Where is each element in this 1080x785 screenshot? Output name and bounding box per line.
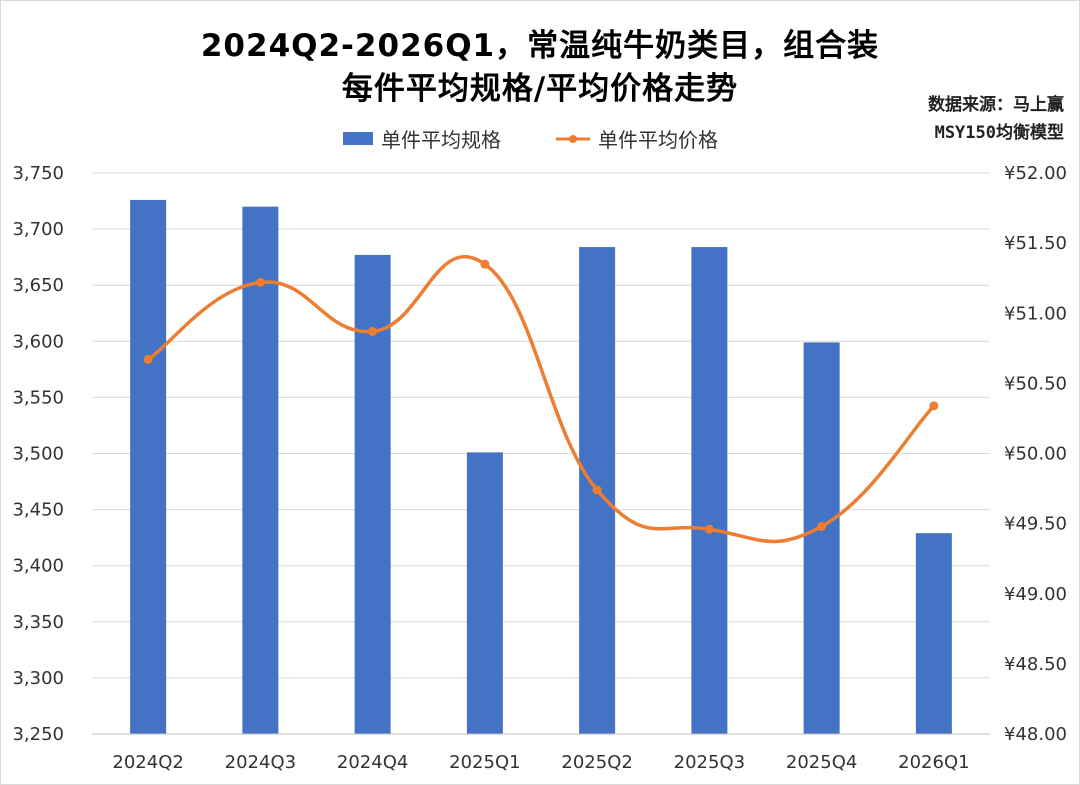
left-axis-tick-label: 3,750 [12,163,64,184]
x-axis-tick-label: 2025Q3 [674,752,745,773]
left-axis-tick-label: 3,450 [12,500,64,521]
x-axis-tick-label: 2024Q4 [337,752,408,773]
x-axis-tick-label: 2024Q2 [112,752,183,773]
left-axis-tick-label: 3,700 [12,219,64,240]
left-axis-tick-label: 3,350 [12,612,64,633]
price-point [480,259,490,269]
x-axis-tick-label: 2024Q3 [225,752,296,773]
price-point [704,524,714,534]
legend-item-bar: 单件平均规格 [343,124,501,153]
left-axis-tick-label: 3,250 [12,724,64,745]
legend-line-swatch [556,134,590,143]
legend-bar-swatch [343,132,373,145]
right-axis-tick-label: ¥49.00 [1004,584,1067,605]
price-point [368,326,378,336]
price-line [146,255,936,544]
bar [466,452,503,734]
left-axis-tick-label: 3,550 [12,387,64,408]
price-point [592,485,602,495]
bar [915,533,952,734]
right-axis-tick-label: ¥51.00 [1004,303,1067,324]
bar [242,206,279,734]
right-axis-tick-label: ¥52.00 [1004,163,1067,184]
bar [691,247,728,734]
right-axis-tick-label: ¥48.50 [1004,654,1067,675]
right-axis-tick-label: ¥48.00 [1004,724,1067,745]
left-axis-tick-label: 3,650 [12,275,64,296]
left-axis-tick-label: 3,300 [12,668,64,689]
x-axis-tick-label: 2026Q1 [898,752,969,773]
price-point [143,355,153,365]
right-axis-tick-label: ¥49.50 [1004,514,1067,535]
model-label: MSY150均衡模型 [934,123,1064,143]
chart-title-line1: 2024Q2-2026Q1，常温纯牛奶类目，组合装 [200,28,880,64]
x-axis-tick-label: 2025Q2 [561,752,632,773]
price-point [817,521,827,531]
right-axis-tick-label: ¥50.00 [1004,444,1067,465]
legend-item-line: 单件平均价格 [556,124,718,153]
chart-title-line2: 每件平均规格/平均价格走势 [341,71,739,107]
right-axis-tick-label: ¥50.50 [1004,373,1067,394]
price-point [929,401,939,411]
bar [130,199,167,735]
right-axis-tick-label: ¥51.50 [1004,233,1067,254]
price-point [255,277,265,287]
x-axis-tick-label: 2025Q1 [449,752,520,773]
left-axis-tick-label: 3,600 [12,331,64,352]
x-axis-tick-label: 2025Q4 [786,752,857,773]
source-label: 数据来源：马上赢 [928,95,1064,115]
bar [803,342,840,734]
legend-bar-label: 单件平均规格 [381,128,501,152]
left-axis-tick-label: 3,400 [12,556,64,577]
left-axis-tick-label: 3,500 [12,444,64,465]
legend-line-label: 单件平均价格 [598,128,718,152]
